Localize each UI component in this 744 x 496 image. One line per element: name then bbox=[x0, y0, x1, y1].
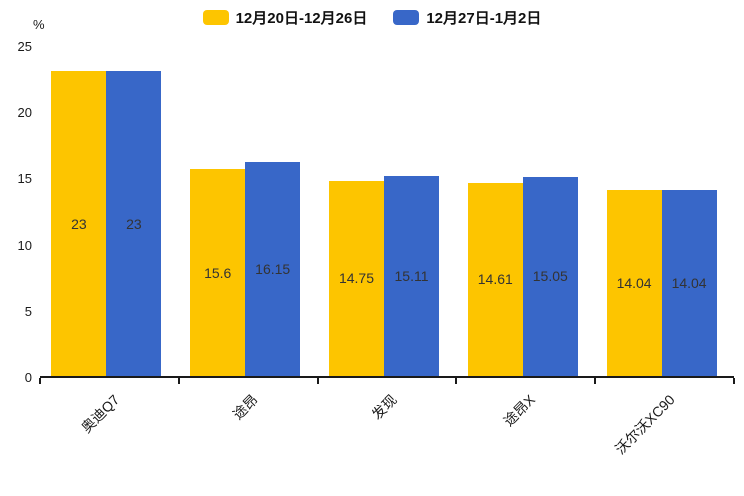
category-label-奥迪Q7: 奥迪Q7 bbox=[77, 391, 123, 436]
bar-value-label: 16.15 bbox=[255, 261, 291, 278]
bar-value-label: 14.75 bbox=[338, 270, 375, 287]
bar-series-1-奥迪Q7: 23 bbox=[51, 71, 107, 376]
y-tick-label: 20 bbox=[17, 105, 32, 121]
legend-swatch-series-1 bbox=[202, 10, 229, 25]
bar-value-label: 23 bbox=[126, 215, 142, 232]
bar-series-2-奥迪Q7: 23 bbox=[106, 71, 162, 376]
bar-series-2-发现: 15.11 bbox=[384, 175, 439, 376]
category-label-沃尔沃XC90: 沃尔沃XC90 bbox=[611, 391, 678, 458]
bar-value-label: 23 bbox=[71, 215, 87, 232]
bar-series-2-沃尔沃XC90: 14.04 bbox=[661, 190, 717, 376]
y-tick-label: 0 bbox=[24, 370, 32, 385]
bar-series-1-途昂X: 14.61 bbox=[467, 182, 523, 376]
y-tick-label: 5 bbox=[24, 303, 32, 319]
category-label-途昂: 途昂 bbox=[229, 391, 261, 423]
legend-swatch-series-2 bbox=[393, 10, 420, 25]
bar-value-label: 15.05 bbox=[532, 268, 568, 285]
bar-value-label: 14.61 bbox=[477, 271, 513, 288]
legend-item-series-2: 12月27日-1月2日 bbox=[393, 7, 541, 28]
bar-value-label: 14.04 bbox=[671, 275, 707, 292]
legend-label-series-1: 12月20日-12月26日 bbox=[235, 10, 368, 27]
y-tick-label: 25 bbox=[17, 39, 32, 54]
x-axis-tick bbox=[177, 378, 180, 384]
category-label-发现: 发现 bbox=[368, 391, 400, 423]
legend-label-series-2: 12月27日-1月2日 bbox=[426, 10, 542, 27]
bar-value-label: 14.04 bbox=[616, 275, 652, 292]
bar-series-1-沃尔沃XC90: 14.04 bbox=[606, 190, 662, 376]
bar-series-2-途昂X: 15.05 bbox=[522, 176, 578, 376]
x-axis-tick bbox=[39, 378, 41, 384]
y-tick-label: 10 bbox=[17, 237, 32, 253]
plot-area: 23 23 奥迪Q7 15.6 16.15 途昂 14.75 15.11 发现 14.61 15.0… bbox=[39, 47, 735, 457]
x-axis-tick bbox=[733, 378, 735, 384]
bar-value-label: 15.6 bbox=[204, 264, 232, 281]
y-axis-unit-label: % bbox=[33, 17, 45, 32]
legend-item-series-1: 12月20日-12月26日 bbox=[202, 7, 368, 28]
bar-series-2-途昂: 16.15 bbox=[245, 162, 301, 376]
x-axis-tick bbox=[594, 378, 597, 384]
x-axis-tick bbox=[316, 378, 319, 384]
category-label-途昂X: 途昂X bbox=[500, 391, 539, 430]
bar-value-label: 15.11 bbox=[394, 267, 429, 284]
legend: 12月20日-12月26日 12月27日-1月2日 bbox=[0, 7, 744, 28]
bar-series-1-途昂: 15.6 bbox=[190, 169, 246, 376]
y-tick-label: 15 bbox=[17, 171, 32, 187]
x-axis-tick bbox=[455, 378, 458, 384]
bar-series-1-发现: 14.75 bbox=[329, 180, 384, 376]
